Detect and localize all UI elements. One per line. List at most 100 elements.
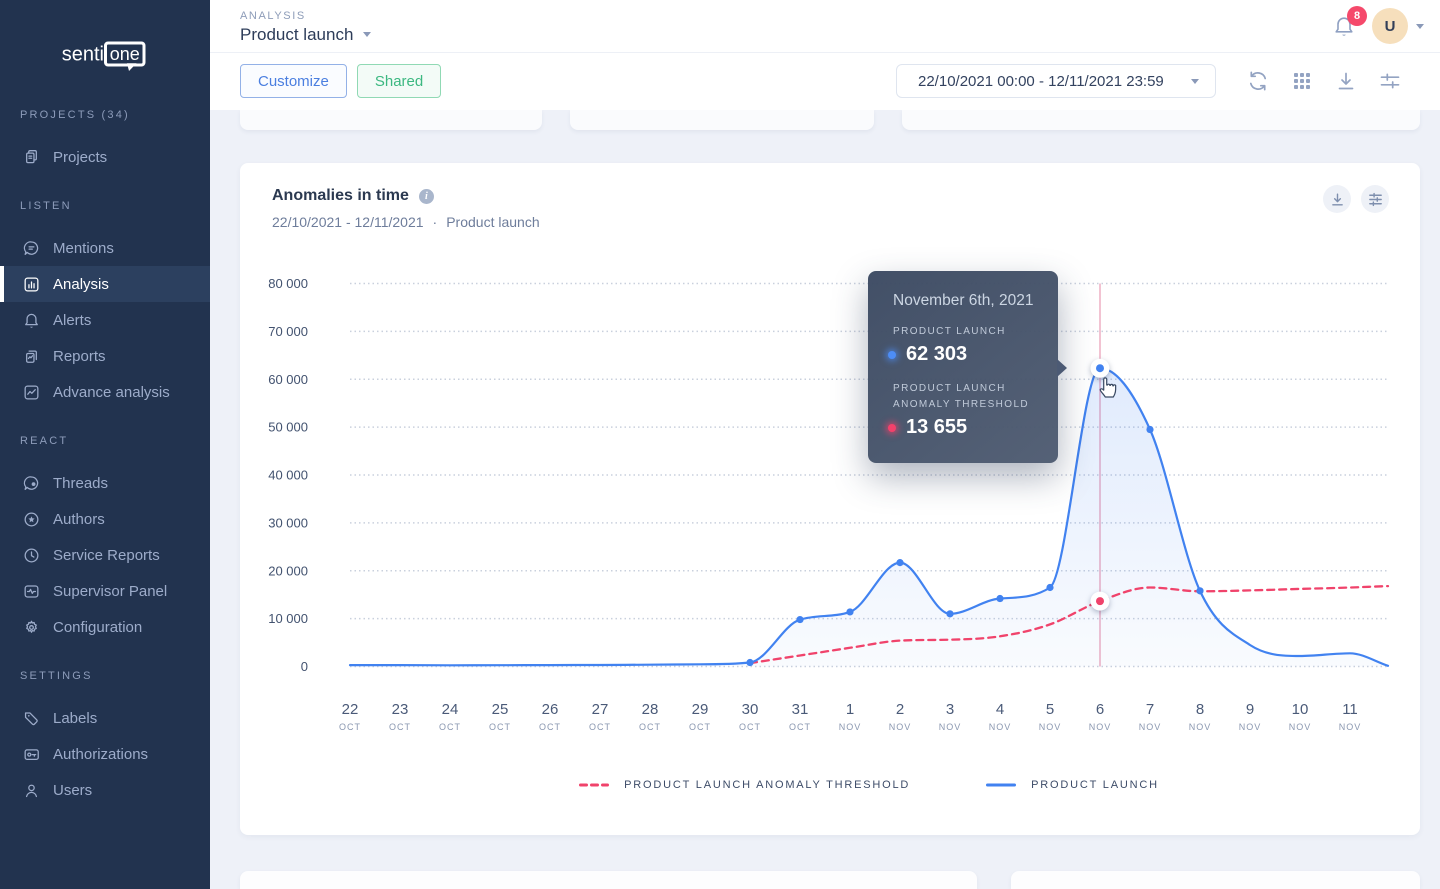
topbar: ANALYSIS Product launch 8 U Customize Sh… (210, 0, 1440, 110)
sidebar-item-labels[interactable]: Labels (0, 700, 210, 736)
labels-icon (24, 711, 38, 725)
sidebar-item-projects[interactable]: Projects (0, 139, 210, 175)
sidebar-item-users[interactable]: Users (0, 772, 210, 808)
analysis-icon (24, 277, 39, 291)
x-tick-month-label: OCT (539, 722, 561, 732)
title-chevron-down-icon[interactable] (363, 32, 372, 37)
authors-icon (24, 512, 39, 526)
sidebar-item-label: Supervisor Panel (53, 582, 168, 600)
x-tick-month-label: NOV (889, 722, 912, 732)
sidebar-section-header: PROJECTS (34) (20, 109, 130, 121)
sidebar-section-header: LISTEN (20, 200, 72, 212)
panel-subtitle-project: Product launch (446, 214, 540, 230)
x-tick-day-label: 24 (442, 701, 459, 718)
download-button[interactable] (1334, 69, 1358, 93)
y-tick-label: 10 000 (268, 611, 308, 626)
panel-header: Anomalies in time i 22/10/2021 - 12/11/2… (272, 187, 540, 230)
data-point-marker (796, 615, 804, 624)
configuration-icon (26, 620, 37, 633)
display-settings-button[interactable] (1378, 69, 1402, 93)
shared-button[interactable]: Shared (356, 64, 442, 98)
authorizations-icon (22, 745, 41, 764)
info-icon[interactable]: i (418, 188, 434, 204)
sidebar-item-supervisor-panel[interactable]: Supervisor Panel (0, 573, 210, 609)
legend-item[interactable]: PRODUCT LAUNCH ANOMALY THRESHOLD (579, 779, 910, 791)
x-tick-day-label: 3 (946, 701, 954, 718)
topbar-title-row: ANALYSIS Product launch 8 U (210, 0, 1440, 53)
sidebar-item-threads[interactable]: Threads (0, 465, 210, 501)
x-tick-month-label: NOV (1039, 722, 1062, 732)
x-tick-month-label: NOV (939, 722, 962, 732)
service-reports-icon (22, 546, 41, 565)
x-tick-day-label: 5 (1046, 701, 1054, 718)
sidebar-item-service-reports[interactable]: Service Reports (0, 537, 210, 573)
x-tick-day-label: 6 (1096, 701, 1104, 718)
x-tick-month-label: NOV (1139, 722, 1162, 732)
sidebar-item-analysis[interactable]: Analysis (0, 266, 210, 302)
avatar[interactable]: U (1372, 8, 1408, 44)
sidebar-item-advance-analysis[interactable]: Advance analysis (0, 374, 210, 410)
sidebar-item-label: Threads (53, 474, 109, 492)
x-tick-day-label: 29 (692, 701, 709, 718)
toolbar-right: 22/10/2021 00:00 - 12/11/2021 23:59 (896, 64, 1402, 98)
sidebar-item-authors[interactable]: Authors (0, 501, 210, 537)
mentions-icon (22, 239, 41, 258)
x-tick-month-label: NOV (1289, 722, 1312, 732)
x-tick-day-label: 28 (642, 701, 659, 718)
sidebar-item-label: Labels (53, 709, 98, 727)
anomalies-chart: 0 10 000 20 000 30 000 40 000 50 000 60 000 70 … (268, 276, 1390, 732)
series-product-launch-line (348, 367, 1390, 667)
notifications-button[interactable]: 8 (1332, 6, 1367, 38)
x-tick-day-label: 1 (846, 701, 854, 718)
dashboard-grid-button[interactable] (1290, 69, 1314, 93)
mouse-cursor-icon (1099, 377, 1117, 398)
threads-icon (23, 475, 39, 490)
app-logo[interactable]: senti one (0, 0, 210, 105)
tooltip-date: November 6th, 2021 (893, 292, 1034, 309)
x-tick-day-label: 11 (1342, 701, 1358, 718)
logo-text-boxed: one (110, 44, 140, 64)
sentione-logo-icon: senti one (62, 41, 146, 71)
data-point-marker (946, 610, 954, 618)
sidebar-section-header: REACT (20, 435, 69, 447)
alerts-icon (25, 313, 38, 328)
highlight-dot-blue (1096, 364, 1104, 373)
refresh-button[interactable] (1246, 69, 1270, 93)
advance-analysis-icon (22, 383, 41, 402)
customize-button[interactable]: Customize (240, 64, 347, 98)
chart-settings-button[interactable] (1361, 185, 1389, 213)
tooltip-series1-label: PRODUCT LAUNCH (893, 326, 1006, 337)
panel-actions (1323, 185, 1389, 213)
data-point-marker (896, 559, 904, 567)
x-tick-day-label: 22 (342, 701, 359, 718)
x-tick-day-label: 8 (1196, 701, 1204, 718)
legend-item[interactable]: PRODUCT LAUNCH (986, 779, 1159, 791)
legend-label: PRODUCT LAUNCH ANOMALY THRESHOLD (624, 779, 911, 791)
sidebar-item-label: Advance analysis (53, 383, 170, 401)
avatar-chevron-down-icon[interactable] (1416, 23, 1424, 29)
x-tick-month-label: OCT (639, 722, 661, 732)
x-tick-month-label: NOV (1089, 722, 1112, 732)
sidebar-item-configuration[interactable]: Configuration (0, 609, 210, 645)
grid-icon (1294, 73, 1310, 89)
data-point-marker (1146, 425, 1154, 434)
date-range-value: 22/10/2021 00:00 - 12/11/2021 23:59 (918, 72, 1164, 90)
x-tick-day-label: 30 (742, 701, 759, 718)
sidebar-item-authorizations[interactable]: Authorizations (0, 736, 210, 772)
sidebar-item-mentions[interactable]: Mentions (0, 230, 210, 266)
threads-icon (22, 474, 41, 493)
card-partial-bottom-left (240, 871, 977, 889)
date-range-select[interactable]: 22/10/2021 00:00 - 12/11/2021 23:59 (896, 64, 1216, 98)
x-tick-month-label: OCT (389, 722, 411, 732)
sidebar-item-alerts[interactable]: Alerts (0, 302, 210, 338)
tooltip-blue-dot-icon (888, 350, 896, 359)
chart-download-button[interactable] (1323, 185, 1351, 213)
x-tick-month-label: OCT (339, 722, 361, 732)
toolbar: Customize Shared 22/10/2021 00:00 - 12/1… (210, 53, 1440, 109)
legend-label: PRODUCT LAUNCH (1031, 779, 1159, 791)
authorizations-icon (24, 748, 39, 760)
highlight-dot-red (1096, 597, 1104, 606)
sidebar-section: REACT Threads Authors Service Reports Superv… (0, 431, 210, 645)
sidebar-item-reports[interactable]: Reports (0, 338, 210, 374)
tooltip-series2-value: 13 655 (906, 416, 968, 438)
